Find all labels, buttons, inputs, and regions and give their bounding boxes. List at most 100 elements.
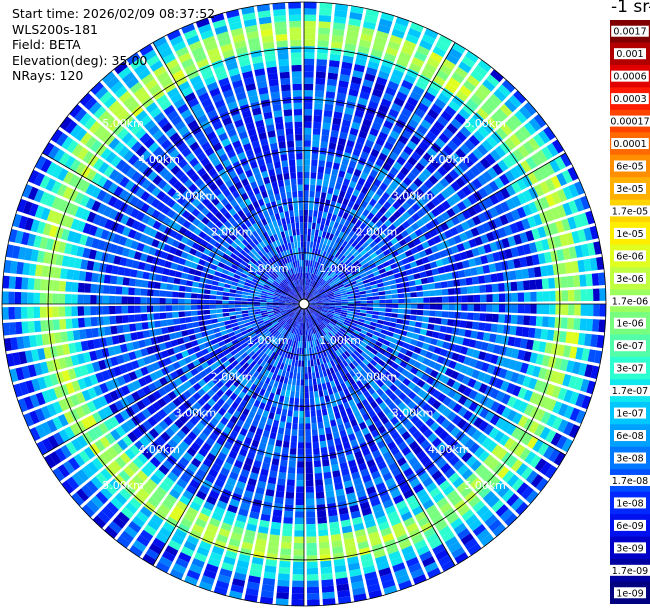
ppi-gate bbox=[313, 235, 318, 243]
ppi-gate bbox=[318, 278, 324, 285]
ppi-gate bbox=[406, 197, 416, 207]
ppi-ray bbox=[304, 5, 364, 304]
ppi-gate bbox=[411, 405, 421, 415]
ppi-gate bbox=[462, 338, 471, 347]
ppi-gate bbox=[182, 220, 192, 229]
ppi-gate bbox=[341, 435, 349, 444]
ppi-gate bbox=[166, 364, 176, 373]
ppi-gate bbox=[514, 129, 527, 143]
ppi-gate bbox=[345, 486, 355, 495]
ppi-gate bbox=[353, 309, 361, 313]
ppi-gate bbox=[598, 319, 606, 333]
ppi-gate bbox=[194, 452, 205, 463]
ppi-gate bbox=[341, 306, 348, 309]
ppi-gate bbox=[92, 158, 104, 171]
ppi-gate bbox=[309, 273, 312, 280]
ppi-gate bbox=[489, 93, 503, 107]
ppi-gate bbox=[468, 401, 479, 412]
ppi-gate bbox=[454, 113, 467, 125]
ppi-gate bbox=[395, 500, 407, 510]
ppi-gate bbox=[223, 316, 231, 321]
ppi-gate bbox=[272, 299, 280, 302]
ppi-gate bbox=[389, 166, 399, 176]
ppi-gate bbox=[419, 364, 428, 372]
ppi-gate bbox=[249, 360, 257, 368]
ppi-gate bbox=[257, 448, 265, 456]
ppi-gate bbox=[377, 319, 384, 325]
ppi-gate bbox=[363, 217, 371, 226]
ppi-gate bbox=[178, 285, 186, 292]
ppi-gate bbox=[69, 159, 81, 172]
ppi-gate bbox=[382, 236, 390, 244]
ppi-gate bbox=[146, 346, 155, 355]
ppi-gate bbox=[253, 304, 260, 307]
ppi-gate bbox=[327, 246, 332, 254]
ppi-gate bbox=[409, 261, 418, 268]
ppi-gate bbox=[292, 299, 299, 302]
ppi-gate bbox=[233, 424, 242, 433]
ppi-gate bbox=[214, 254, 222, 262]
ppi-gate bbox=[247, 478, 257, 487]
ppi-gate bbox=[125, 394, 136, 405]
ppi-gate bbox=[235, 566, 248, 575]
ppi-gate bbox=[351, 121, 361, 130]
ppi-gate bbox=[100, 468, 113, 481]
ppi-gate bbox=[450, 118, 463, 130]
ppi-gate bbox=[225, 341, 234, 348]
ppi-gate bbox=[49, 373, 59, 386]
ppi-gate bbox=[151, 491, 164, 503]
ppi-gate bbox=[203, 309, 211, 315]
ppi-gate bbox=[376, 323, 383, 329]
ppi-ray bbox=[259, 304, 304, 605]
ppi-gate bbox=[395, 186, 404, 196]
ppi-gate bbox=[279, 395, 285, 403]
ppi-gate bbox=[444, 368, 454, 377]
ppi-gate bbox=[317, 249, 321, 256]
ppi-gate bbox=[353, 295, 361, 299]
ppi-gate bbox=[293, 307, 299, 312]
ppi-gate bbox=[432, 492, 445, 504]
ppi-gate bbox=[253, 363, 260, 371]
ppi-gate bbox=[246, 357, 254, 365]
ppi-gate bbox=[307, 293, 312, 300]
ppi-gate bbox=[273, 308, 280, 311]
ppi-gate bbox=[403, 287, 411, 293]
ppi-gate bbox=[468, 117, 481, 129]
ppi-gate bbox=[39, 191, 50, 205]
ppi-gate bbox=[241, 342, 248, 349]
ppi-gate bbox=[415, 321, 423, 328]
ppi-gate bbox=[258, 351, 265, 358]
ppi-gate bbox=[291, 302, 298, 304]
ppi-gate bbox=[190, 340, 199, 347]
ppi-gate bbox=[507, 259, 515, 270]
ppi-gate bbox=[292, 306, 299, 310]
ppi-gate bbox=[280, 310, 287, 315]
ppi-ray bbox=[304, 304, 442, 579]
ppi-gate bbox=[131, 260, 140, 269]
ppi-gate bbox=[549, 222, 559, 235]
ppi-gate bbox=[560, 276, 568, 288]
ppi-ray bbox=[304, 181, 585, 304]
ppi-gate bbox=[501, 393, 511, 405]
ppi-gate bbox=[313, 292, 320, 297]
ppi-gate bbox=[155, 369, 164, 379]
ppi-gate bbox=[162, 405, 172, 415]
ppi-gate bbox=[293, 410, 299, 418]
ppi-gate bbox=[384, 219, 392, 228]
ppi-gate bbox=[523, 351, 532, 362]
ppi-gate bbox=[322, 307, 329, 309]
ppi-gate bbox=[545, 429, 557, 443]
ppi-gate bbox=[277, 579, 290, 587]
ppi-gate bbox=[411, 56, 425, 68]
ppi-gate bbox=[369, 338, 377, 345]
ppi-gate bbox=[185, 286, 192, 293]
ppi-gate bbox=[440, 418, 451, 429]
ppi-gate bbox=[331, 373, 338, 380]
ppi-gate bbox=[193, 327, 201, 334]
ppi-gate bbox=[410, 222, 420, 231]
ppi-gate bbox=[294, 530, 304, 537]
ppi-gate bbox=[436, 414, 446, 425]
ppi-gate bbox=[453, 253, 462, 262]
ppi-gate bbox=[371, 266, 379, 273]
ppi-gate bbox=[470, 227, 480, 237]
